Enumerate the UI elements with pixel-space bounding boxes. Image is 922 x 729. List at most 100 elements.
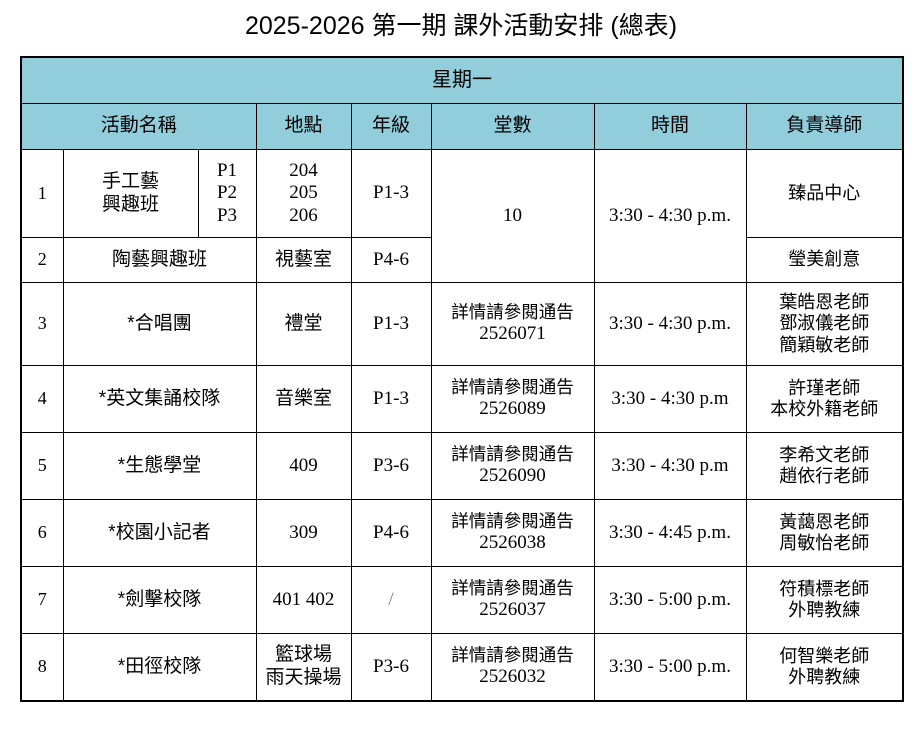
lessons-note: 詳情請參閱通告 bbox=[451, 645, 574, 666]
activity-name-cell: *劍擊校隊 bbox=[62, 566, 257, 634]
teacher-line: 黃藹恩老師 bbox=[779, 511, 870, 532]
lessons-note: 詳情請參閱通告 bbox=[451, 302, 574, 323]
activity-schedule-table: 星期一 活動名稱 地點 年級 堂數 時間 負責導師 1 手工藝 興趣班 P1 bbox=[20, 56, 904, 702]
time-cell: 3:30 - 4:30 p.m bbox=[593, 432, 747, 500]
row-index: 2 bbox=[20, 237, 64, 283]
place-line: 籃球場 bbox=[274, 644, 332, 666]
teacher-line: 外聘教練 bbox=[788, 666, 861, 687]
place-cell: 禮堂 bbox=[255, 282, 352, 366]
place-line: 204 bbox=[289, 159, 318, 181]
table-row: 4 *英文集誦校隊 音樂室 P1-3 詳情請參閱通告 2526089 3:30 … bbox=[20, 365, 904, 433]
grade-cell: / bbox=[350, 566, 432, 634]
place-line: 206 bbox=[289, 204, 318, 226]
lessons-notice-code: 2526089 bbox=[479, 398, 546, 420]
teacher-line: 許瑾老師 bbox=[788, 377, 861, 398]
activity-name-cell: *英文集誦校隊 bbox=[62, 365, 257, 433]
table-row: 8 *田徑校隊 籃球場 雨天操場 P3-6 詳情請參閱通告 2526032 3:… bbox=[20, 633, 904, 701]
column-header-teacher: 負責導師 bbox=[745, 103, 904, 150]
lessons-note: 詳情請參閱通告 bbox=[451, 578, 574, 599]
teacher-cell: 瑩美創意 bbox=[745, 237, 904, 283]
table-row: 6 *校園小記者 309 P4-6 詳情請參閱通告 2526038 3:30 -… bbox=[20, 499, 904, 567]
table-row: 1 手工藝 興趣班 P1 P2 P3 204 205 206 P1-3 10 3… bbox=[20, 149, 904, 283]
place-cell: 309 bbox=[255, 499, 352, 567]
row-index: 5 bbox=[20, 432, 64, 500]
plevel-line: P1 bbox=[216, 159, 238, 181]
lessons-notice-code: 2526037 bbox=[479, 599, 546, 621]
grade-cell: P4-6 bbox=[350, 237, 432, 283]
teacher-cell: 許瑾老師 本校外籍老師 bbox=[745, 365, 904, 433]
time-cell: 3:30 - 5:00 p.m. bbox=[593, 633, 747, 701]
place-line: 雨天操場 bbox=[265, 666, 342, 688]
teacher-cell: 葉皓恩老師 鄧淑儀老師 簡穎敏老師 bbox=[745, 282, 904, 366]
lessons-notice-code: 2526032 bbox=[479, 665, 546, 687]
day-header-cell: 星期一 bbox=[20, 56, 904, 104]
column-header-activity-name: 活動名稱 bbox=[20, 103, 257, 150]
column-header-time: 時間 bbox=[593, 103, 747, 150]
lessons-note: 詳情請參閱通告 bbox=[451, 444, 574, 465]
place-cell: 401 402 bbox=[255, 566, 352, 634]
activity-name-line: 興趣班 bbox=[101, 193, 159, 215]
activity-name-cell: 手工藝 興趣班 bbox=[62, 149, 199, 238]
column-header-grade: 年級 bbox=[350, 103, 432, 150]
table-row: 3 *合唱團 禮堂 P1-3 詳情請參閱通告 2526071 3:30 - 4:… bbox=[20, 282, 904, 366]
page-title: 2025-2026 第一期 課外活動安排 (總表) bbox=[244, 12, 678, 40]
row-index: 7 bbox=[20, 566, 64, 634]
table-row: 7 *劍擊校隊 401 402 / 詳情請參閱通告 2526037 3:30 -… bbox=[20, 566, 904, 634]
time-cell: 3:30 - 5:00 p.m. bbox=[593, 566, 747, 634]
table-row: 2 陶藝興趣班 視藝室 P4-6 瑩美創意 bbox=[20, 237, 904, 283]
teacher-cell: 李希文老師 趙依行老師 bbox=[745, 432, 904, 500]
place-cell: 籃球場 雨天操場 bbox=[255, 633, 352, 701]
lessons-cell: 詳情請參閱通告 2526071 bbox=[430, 282, 595, 366]
grade-cell: P1-3 bbox=[350, 282, 432, 366]
lessons-notice-code: 2526038 bbox=[479, 532, 546, 554]
teacher-line: 外聘教練 bbox=[788, 600, 861, 620]
teacher-line: 葉皓恩老師 bbox=[779, 292, 870, 313]
activity-name-cell: *田徑校隊 bbox=[62, 633, 257, 701]
activity-name-cell: 陶藝興趣班 bbox=[62, 237, 257, 283]
row-index: 1 bbox=[20, 149, 64, 238]
teacher-line: 鄧淑儀老師 bbox=[779, 313, 870, 334]
activity-plevel-cell: P1 P2 P3 bbox=[197, 149, 257, 238]
time-cell: 3:30 - 4:30 p.m. bbox=[593, 149, 747, 283]
table-column-header-row: 活動名稱 地點 年級 堂數 時間 負責導師 bbox=[20, 103, 904, 150]
place-cell: 音樂室 bbox=[255, 365, 352, 433]
grade-cell: P1-3 bbox=[350, 149, 432, 238]
time-cell: 3:30 - 4:30 p.m bbox=[593, 365, 747, 433]
lessons-note: 詳情請參閱通告 bbox=[451, 511, 574, 532]
row-index: 8 bbox=[20, 633, 64, 701]
teacher-line: 趙依行老師 bbox=[779, 466, 870, 486]
activity-name-cell: *合唱團 bbox=[62, 282, 257, 366]
teacher-line: 周敏怡老師 bbox=[779, 533, 870, 553]
activity-name-cell: *生態學堂 bbox=[62, 432, 257, 500]
teacher-cell: 黃藹恩老師 周敏怡老師 bbox=[745, 499, 904, 567]
teacher-line: 符積標老師 bbox=[779, 578, 870, 599]
table-day-header-row: 星期一 bbox=[20, 56, 904, 104]
lessons-note: 詳情請參閱通告 bbox=[451, 377, 574, 398]
row-index: 6 bbox=[20, 499, 64, 567]
activity-name-line: 手工藝 bbox=[101, 171, 159, 193]
teacher-line: 李希文老師 bbox=[779, 444, 870, 465]
row-index: 3 bbox=[20, 282, 64, 366]
table-row: 5 *生態學堂 409 P3-6 詳情請參閱通告 2526090 3:30 - … bbox=[20, 432, 904, 500]
teacher-line: 何智樂老師 bbox=[779, 645, 870, 666]
teacher-line: 簡穎敏老師 bbox=[779, 334, 870, 355]
activity-name-cell: *校園小記者 bbox=[62, 499, 257, 567]
lessons-notice-code: 2526071 bbox=[479, 323, 546, 345]
lessons-cell: 詳情請參閱通告 2526038 bbox=[430, 499, 595, 567]
grade-cell: P4-6 bbox=[350, 499, 432, 567]
time-cell: 3:30 - 4:45 p.m. bbox=[593, 499, 747, 567]
plevel-line: P3 bbox=[216, 204, 238, 226]
row-index: 4 bbox=[20, 365, 64, 433]
teacher-cell: 符積標老師 外聘教練 bbox=[745, 566, 904, 634]
place-cell: 409 bbox=[255, 432, 352, 500]
lessons-notice-code: 2526090 bbox=[479, 465, 546, 487]
teacher-cell: 何智樂老師 外聘教練 bbox=[745, 633, 904, 701]
lessons-cell: 詳情請參閱通告 2526089 bbox=[430, 365, 595, 433]
place-cell: 視藝室 bbox=[255, 237, 352, 283]
lessons-cell: 10 bbox=[430, 149, 595, 283]
time-cell: 3:30 - 4:30 p.m. bbox=[593, 282, 747, 366]
column-header-lessons: 堂數 bbox=[430, 103, 595, 150]
place-line: 205 bbox=[289, 182, 318, 204]
lessons-cell: 詳情請參閱通告 2526037 bbox=[430, 566, 595, 634]
